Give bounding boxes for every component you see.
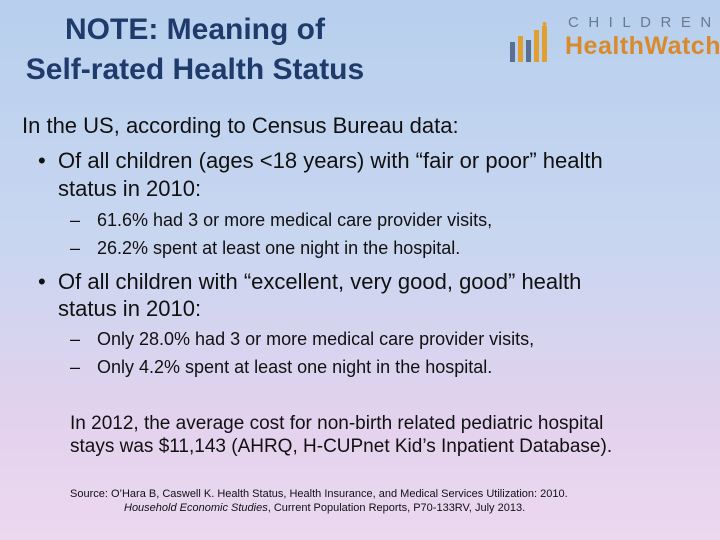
bullet-marker: • [38, 269, 46, 294]
bullet-1-sub-1: 61.6% had 3 or more medical care provide… [97, 210, 493, 230]
intro-text: In the US, according to Census Bureau da… [22, 113, 459, 138]
title-line-1: NOTE: Meaning of [65, 13, 325, 46]
dash-marker: – [70, 210, 81, 230]
bullet-2-sub-1: Only 28.0% had 3 or more medical care pr… [97, 329, 535, 349]
cost-paragraph-line-2: stays was $11,143 (AHRQ, H-CUPnet Kid’s … [70, 436, 613, 457]
source-citation-line-2: Household Economic Studies, Current Popu… [124, 502, 525, 514]
bullet-1-line-1: Of all children (ages <18 years) with “f… [58, 148, 603, 173]
source-citation-line-1: Source: O’Hara B, Caswell K. Health Stat… [70, 488, 568, 500]
bullet-2-line-2: status in 2010: [58, 296, 202, 321]
source-citation-rest: , Current Population Reports, P70-133RV,… [267, 502, 526, 514]
dash-marker: – [70, 329, 81, 349]
bullet-2-sub-2: Only 4.2% spent at least one night in th… [97, 357, 493, 377]
bar-graph-icon [510, 22, 547, 62]
logo-bottom-text: HealthWatch [565, 32, 720, 60]
dash-marker: – [70, 357, 81, 377]
bullet-marker: • [38, 148, 46, 173]
title-line-2: Self-rated Health Status [25, 53, 365, 86]
bullet-1-sub-2: 26.2% spent at least one night in the ho… [97, 238, 461, 258]
slide-title: NOTE: Meaning of Self-rated Health Statu… [0, 10, 390, 90]
childrens-healthwatch-logo: CHILDREN'S HealthWatch [508, 14, 720, 64]
source-journal: Household Economic Studies [124, 502, 268, 514]
dash-marker: – [70, 238, 81, 258]
cost-paragraph-line-1: In 2012, the average cost for non-birth … [70, 413, 604, 434]
bullet-2-line-1: Of all children with “excellent, very go… [58, 269, 582, 294]
logo-top-text: CHILDREN'S [568, 14, 720, 31]
bullet-1-line-2: status in 2010: [58, 176, 202, 201]
